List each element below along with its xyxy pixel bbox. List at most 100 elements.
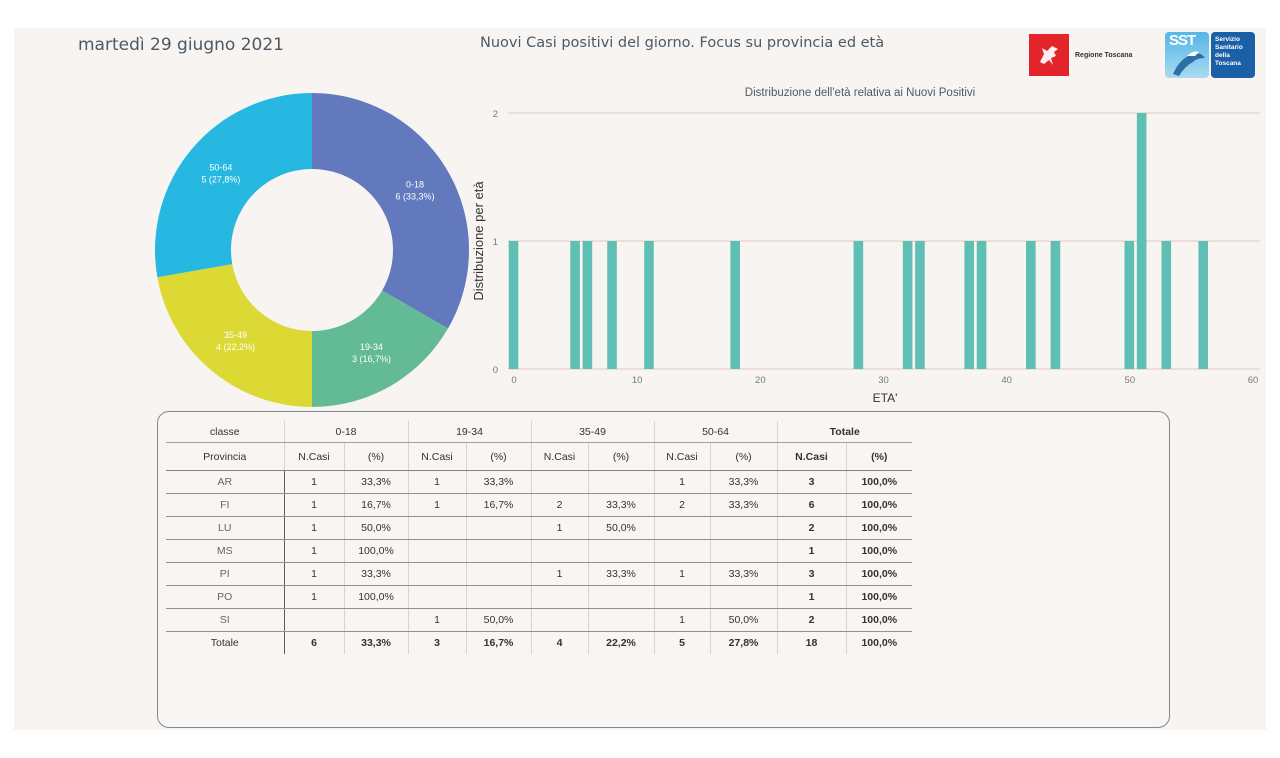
bar-age-18[interactable] [730, 241, 741, 369]
province-name: AR [166, 470, 284, 494]
table-cell: 100,0% [845, 470, 912, 494]
bar-age-6[interactable] [582, 241, 593, 369]
donut-slice-label: 0-18 [406, 180, 424, 190]
bar-age-42[interactable] [1025, 241, 1036, 369]
bar-age-33[interactable] [915, 241, 925, 369]
donut-slice-label: 50-64 [209, 163, 232, 173]
province-table-card: classe 0-18 19-34 35-49 50-64 Totale Provincia… [157, 411, 1170, 728]
table-cell [587, 470, 654, 494]
header-ncasi: N.Casi [776, 442, 846, 471]
sst-text-block: Servizio Sanitario della Toscana [1211, 32, 1255, 78]
total-label: Totale [210, 637, 239, 649]
table-cell: 100,0% [343, 585, 408, 609]
table-cell: 1 [530, 562, 588, 586]
bar-age-37[interactable] [964, 241, 975, 369]
bar-age-28[interactable] [853, 241, 864, 369]
table-cell: 100,0% [845, 608, 912, 632]
table-cell: 100,0% [845, 516, 912, 540]
bar-chart-title: Distribuzione dell'età relativa ai Nuovi… [745, 87, 975, 99]
donut-slice-50-64[interactable] [155, 93, 312, 278]
donut-slice-35-49[interactable] [157, 264, 312, 407]
table-cell: 1 [283, 493, 344, 517]
table-cell: 1 [283, 585, 344, 609]
bar-age-50[interactable] [1124, 241, 1135, 369]
table-cell: 33,3% [343, 562, 408, 586]
table-cell: 100,0% [343, 539, 408, 563]
table-row: FI 1 16,7% 1 16,7% 2 33,3% 2 33,3% 6 100,0% [166, 493, 912, 517]
table-cell: 2 [653, 493, 710, 517]
donut-slice-label: 35-49 [224, 330, 247, 340]
total-cell: 22,2% [587, 631, 654, 654]
table-cell [465, 585, 531, 609]
header-ncasi: N.Casi [530, 442, 588, 471]
header-percent: (%) [465, 442, 531, 471]
header-percent: (%) [587, 442, 654, 471]
table-cell: 1 [653, 562, 710, 586]
header-age-class: 35-49 [530, 421, 654, 443]
table-cell: 33,3% [709, 562, 777, 586]
header-percent: (%) [709, 442, 777, 471]
donut-slice-value: 3 (16,7%) [352, 354, 391, 364]
table-cell: 33,3% [709, 493, 777, 517]
bar-age-0[interactable] [508, 241, 519, 369]
header-classe: classe [166, 421, 284, 443]
table-row: PO 1 100,0% 1 100,0% [166, 585, 912, 609]
total-cell: 33,3% [343, 631, 408, 654]
table-cell: 16,7% [465, 493, 531, 517]
bar-age-5[interactable] [570, 241, 580, 369]
table-cell [343, 608, 408, 632]
regione-toscana-label: Regione Toscana [1075, 51, 1133, 59]
bar-age-51[interactable] [1136, 113, 1147, 369]
donut-slice-0-18[interactable] [312, 93, 469, 329]
table-header-class-row: classe 0-18 19-34 35-49 50-64 Totale [166, 421, 912, 443]
total-cell: 16,7% [465, 631, 531, 654]
bar-age-32[interactable] [902, 241, 913, 369]
age-class-donut-chart: 0-18 6 (33,3%) 19-34 3 (16,7%) 35-49 4 (22,2%… [155, 93, 469, 408]
bar-age-38[interactable] [976, 241, 987, 369]
table-cell: 16,7% [343, 493, 408, 517]
y-tick-label: 2 [493, 109, 498, 120]
table-cell [465, 562, 531, 586]
x-tick-label: 10 [632, 375, 643, 386]
table-cell: 33,3% [587, 562, 654, 586]
table-cell: 50,0% [343, 516, 408, 540]
header-age-class: 19-34 [407, 421, 531, 443]
table-row: MS 1 100,0% 1 100,0% [166, 539, 912, 563]
province-name: SI [166, 608, 284, 632]
total-cell: 27,8% [709, 631, 777, 654]
table-cell [587, 585, 654, 609]
table-cell [709, 516, 777, 540]
bar-age-8[interactable] [607, 241, 617, 369]
table-cell: 1 [653, 470, 710, 494]
pegasus-icon [1029, 34, 1069, 76]
bar-age-53[interactable] [1161, 241, 1172, 369]
table-cell: 1 [283, 516, 344, 540]
total-cell: 18 [776, 631, 846, 654]
table-cell [465, 516, 531, 540]
table-cell: 33,3% [587, 493, 654, 517]
bar-age-56[interactable] [1198, 241, 1209, 369]
table-cell: 100,0% [845, 493, 912, 517]
x-axis-label: ETA' [873, 391, 898, 405]
header-ncasi: N.Casi [407, 442, 466, 471]
table-cell [407, 539, 466, 563]
table-cell: 1 [653, 608, 710, 632]
header-provincia: Provincia [166, 442, 284, 471]
bar-age-44[interactable] [1050, 241, 1061, 369]
table-cell [653, 539, 710, 563]
table-cell: 2 [776, 608, 846, 632]
y-tick-label: 0 [493, 365, 498, 376]
table-cell [709, 585, 777, 609]
donut-slice-19-34[interactable] [312, 290, 448, 408]
table-cell: 50,0% [587, 516, 654, 540]
donut-slice-label: 19-34 [360, 342, 383, 352]
total-cell: 5 [653, 631, 710, 654]
total-cell: 4 [530, 631, 588, 654]
x-tick-label: 50 [1125, 375, 1136, 386]
header-age-class: Totale [776, 421, 912, 443]
header-ncasi: N.Casi [653, 442, 710, 471]
province-age-table: classe 0-18 19-34 35-49 50-64 Totale Provincia… [166, 421, 912, 654]
bar-age-11[interactable] [644, 241, 654, 369]
table-cell [653, 585, 710, 609]
table-cell: 50,0% [709, 608, 777, 632]
